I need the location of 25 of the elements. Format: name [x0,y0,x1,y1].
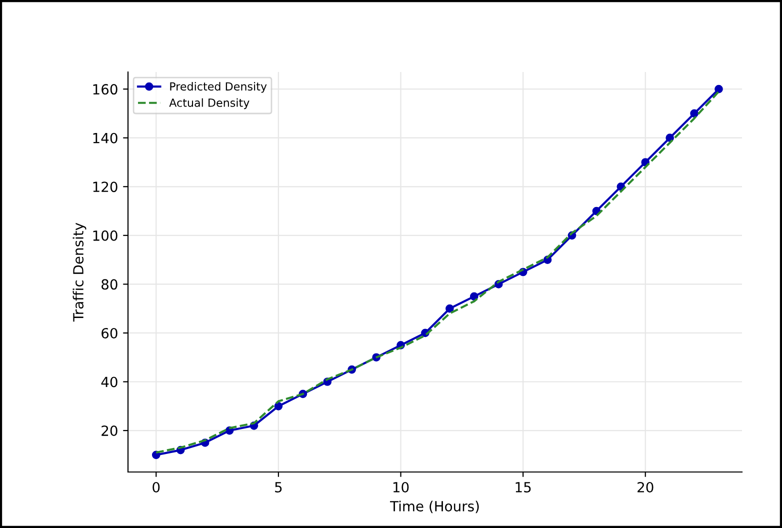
x-tick-label: 10 [393,482,409,492]
x-axis-title: Time (Hours) [390,500,479,514]
legend-label: Actual Density [169,98,250,110]
y-tick-label: 80 [102,279,118,290]
y-tick-label: 60 [102,328,118,338]
x-tick-label: 15 [516,482,531,492]
x-tick-label: 5 [275,482,282,492]
point [714,84,723,94]
y-tick-label: 100 [93,230,118,241]
point [152,450,160,460]
point [641,158,650,166]
x-tick-label: 0 [152,482,160,492]
y-tick-label: 20 [102,426,118,436]
y-axis-title: Traffic Density [72,222,86,322]
point [666,134,674,142]
x-tick-label: 20 [638,482,654,492]
point [446,304,454,313]
point [470,292,478,301]
point [274,402,283,410]
y-tick-label: 140 [93,132,118,144]
y-tick-label: 160 [93,84,118,95]
point [690,109,698,118]
legend-label: Predicted Density [170,82,267,93]
y-tick-label: 120 [93,182,118,192]
y-tick-label: 40 [101,376,118,388]
